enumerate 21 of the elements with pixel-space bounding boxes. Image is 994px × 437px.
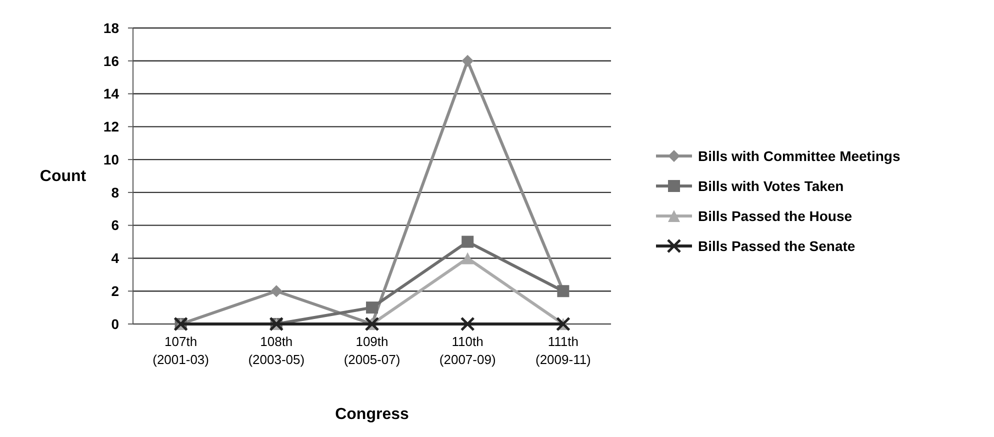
y-tick-label: 10 — [103, 151, 120, 168]
y-axis-title: Count — [40, 168, 87, 185]
legend-label: Bills with Votes Taken — [698, 178, 844, 194]
x-tick-label: 109th (2005-07) — [344, 334, 400, 367]
y-tick-label: 6 — [111, 217, 120, 234]
y-tick-label: 16 — [103, 52, 120, 69]
x-tick-label: 108th (2003-05) — [248, 334, 305, 367]
legend-label: Bills Passed the House — [698, 208, 852, 224]
y-tick-label: 2 — [111, 283, 120, 300]
x-axis-title: Congress — [335, 406, 409, 423]
y-tick-label: 8 — [111, 184, 120, 200]
x-tick-label: 107th (2001-03) — [152, 334, 209, 367]
x-tick-label: 110th (2007-09) — [439, 334, 496, 367]
y-tick-label: 18 — [103, 20, 120, 36]
y-tick-label: 0 — [111, 316, 120, 332]
x-tick-label: 111th (2009-11) — [535, 334, 591, 367]
legend-label: Bills Passed the Senate — [698, 238, 856, 254]
legend-label: Bills with Committee Meetings — [698, 148, 900, 164]
y-tick-label: 12 — [103, 118, 120, 135]
y-tick-label: 14 — [103, 86, 120, 102]
y-tick-label: 4 — [111, 250, 120, 266]
